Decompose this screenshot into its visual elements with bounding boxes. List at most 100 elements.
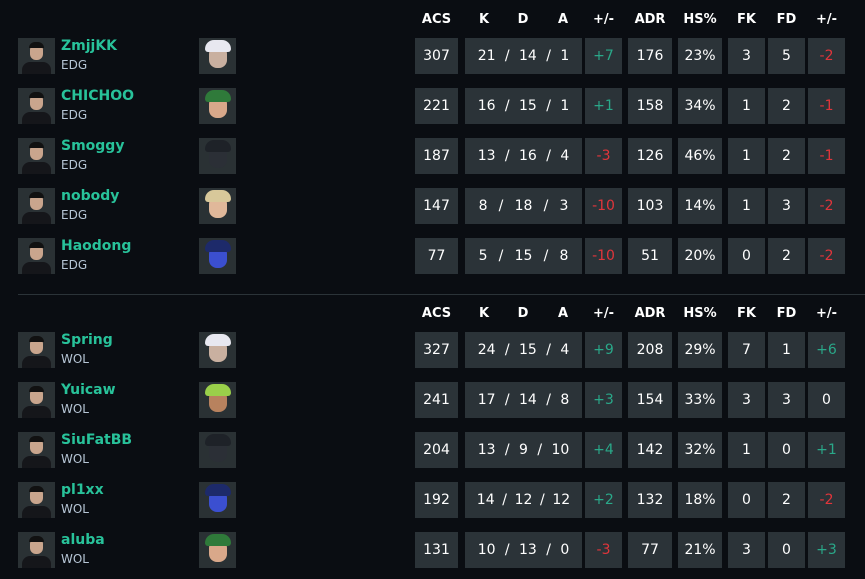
kda-separator: / (498, 198, 504, 214)
header-4[interactable]: +/- (592, 12, 615, 27)
acs-cell: 187 (415, 138, 458, 174)
player-name-link[interactable]: Haodong (61, 238, 132, 254)
player-name-link[interactable]: CHICHOO (61, 88, 134, 104)
player-name-link[interactable]: pl1xx (61, 482, 104, 498)
d-value: 18 (514, 198, 533, 214)
player-name-link[interactable]: SiuFatBB (61, 432, 133, 448)
kda-separator: / (540, 492, 545, 508)
kda-separator: / (502, 492, 507, 508)
player-photo (18, 88, 55, 124)
player-name-link[interactable]: ZmjjKK (61, 38, 118, 54)
adr-cell: 176 (628, 38, 672, 74)
header-0[interactable]: ACS (421, 306, 452, 321)
header-5[interactable]: ADR (634, 306, 666, 321)
player-photo (18, 432, 55, 468)
agent-killjoy-icon (199, 532, 236, 568)
k-value: 21 (477, 48, 496, 64)
player-row: Haodong EDG 77 5 / 15 / 8 -10 51 20% 0 2 -2 (0, 238, 865, 274)
kda-cell: 8 / 18 / 3 (465, 188, 582, 224)
header-7[interactable]: FK (737, 12, 756, 27)
acs-cell: 327 (415, 332, 458, 368)
header-8[interactable]: FD (776, 306, 797, 321)
d-value: 12 (514, 492, 533, 508)
hs-cell: 20% (678, 238, 722, 274)
header-6[interactable]: HS% (683, 12, 717, 27)
header-3[interactable]: A (557, 306, 569, 321)
agent-killjoy-icon (199, 88, 236, 124)
header-0[interactable]: ACS (421, 12, 452, 27)
acs-cell: 241 (415, 382, 458, 418)
player-team: EDG (61, 108, 88, 122)
header-2[interactable]: D (517, 12, 529, 27)
kda-separator: / (504, 442, 510, 458)
header-6[interactable]: HS% (683, 306, 717, 321)
fk-cell: 1 (728, 138, 765, 174)
kda-separator: / (543, 198, 549, 214)
a-value: 8 (560, 392, 570, 408)
a-value: 0 (560, 542, 570, 558)
header-1[interactable]: K (478, 12, 490, 27)
kda-separator: / (504, 48, 510, 64)
kda-separator: / (546, 392, 551, 408)
stats-header: ACS K D A +/- ADR HS% FK FD +/- (0, 306, 865, 326)
hs-cell: 46% (678, 138, 722, 174)
fk-cell: 1 (728, 432, 765, 468)
header-2[interactable]: D (517, 306, 529, 321)
header-4[interactable]: +/- (592, 306, 615, 321)
team-divider (18, 294, 865, 295)
fd-cell: 0 (768, 532, 805, 568)
k-value: 10 (477, 542, 496, 558)
fk-plus-minus-cell: -2 (808, 238, 845, 274)
fk-plus-minus-cell: -2 (808, 188, 845, 224)
header-1[interactable]: K (478, 306, 490, 321)
plus-minus-cell: +7 (585, 38, 622, 74)
fd-cell: 2 (768, 138, 805, 174)
fd-cell: 3 (768, 382, 805, 418)
player-name-link[interactable]: Spring (61, 332, 113, 348)
agent-omen-icon (199, 238, 236, 274)
fd-cell: 2 (768, 88, 805, 124)
header-5[interactable]: ADR (634, 12, 666, 27)
player-photo (18, 482, 55, 518)
player-photo (18, 38, 55, 74)
header-7[interactable]: FK (737, 306, 756, 321)
fk-plus-minus-cell: +6 (808, 332, 845, 368)
hs-cell: 34% (678, 88, 722, 124)
header-9[interactable]: +/- (815, 306, 838, 321)
player-name-link[interactable]: aluba (61, 532, 105, 548)
plus-minus-cell: +3 (585, 382, 622, 418)
stats-header: ACS K D A +/- ADR HS% FK FD +/- (0, 12, 865, 32)
kda-cell: 13 / 9 / 10 (465, 432, 582, 468)
adr-cell: 208 (628, 332, 672, 368)
fd-cell: 2 (768, 482, 805, 518)
fd-cell: 0 (768, 432, 805, 468)
acs-cell: 147 (415, 188, 458, 224)
player-name-link[interactable]: Yuicaw (61, 382, 116, 398)
header-9[interactable]: +/- (815, 12, 838, 27)
kda-separator: / (546, 342, 551, 358)
d-value: 15 (514, 248, 533, 264)
header-3[interactable]: A (557, 12, 569, 27)
player-team: EDG (61, 58, 88, 72)
player-team: WOL (61, 502, 89, 516)
adr-cell: 103 (628, 188, 672, 224)
hs-cell: 14% (678, 188, 722, 224)
header-8[interactable]: FD (776, 12, 797, 27)
d-value: 14 (519, 392, 537, 408)
player-photo (18, 332, 55, 368)
fd-cell: 3 (768, 188, 805, 224)
d-value: 15 (519, 342, 537, 358)
fk-plus-minus-cell: +3 (808, 532, 845, 568)
hs-cell: 21% (678, 532, 722, 568)
player-name-link[interactable]: Smoggy (61, 138, 125, 154)
agent-jett-icon (199, 332, 236, 368)
player-team: WOL (61, 402, 89, 416)
d-value: 9 (519, 442, 528, 458)
player-photo (18, 188, 55, 224)
k-value: 13 (477, 148, 496, 164)
agent-raze-icon (199, 382, 236, 418)
player-photo (18, 382, 55, 418)
player-name-link[interactable]: nobody (61, 188, 120, 204)
acs-cell: 192 (415, 482, 458, 518)
fk-cell: 0 (728, 482, 765, 518)
